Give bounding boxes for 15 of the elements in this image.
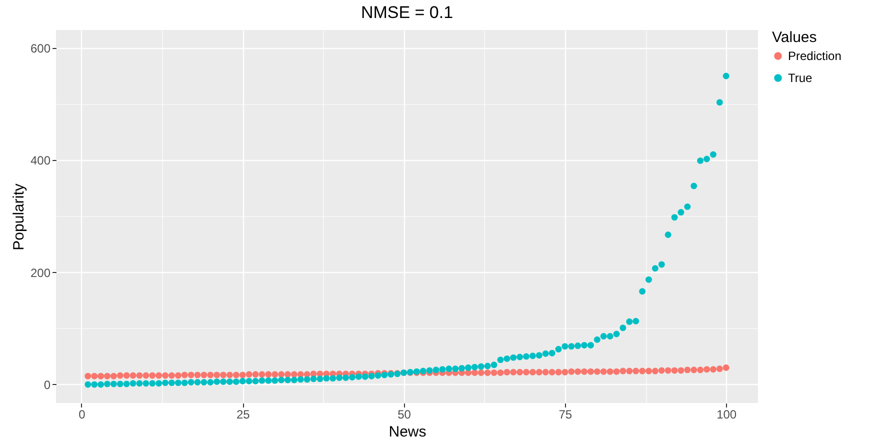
x-tick-label: 25 — [236, 408, 250, 422]
y-tick-label: 200 — [30, 266, 51, 280]
y-axis-title: Popularity — [10, 183, 28, 250]
x-tick-label: 50 — [398, 408, 412, 422]
x-axis-title: News — [388, 424, 426, 440]
legend-label: Prediction — [788, 49, 842, 63]
y-tick-label: 600 — [30, 41, 51, 56]
x-tick-label: 75 — [558, 408, 572, 422]
chart-title: NMSE = 0.1 — [360, 3, 454, 22]
x-tick-label: 0 — [78, 408, 86, 422]
legend-title: Values — [772, 29, 817, 46]
legend-label: True — [788, 71, 813, 85]
y-tick-label: 0 — [44, 378, 51, 392]
x-tick-label: 100 — [716, 408, 737, 422]
y-tick-label: 400 — [30, 154, 51, 168]
